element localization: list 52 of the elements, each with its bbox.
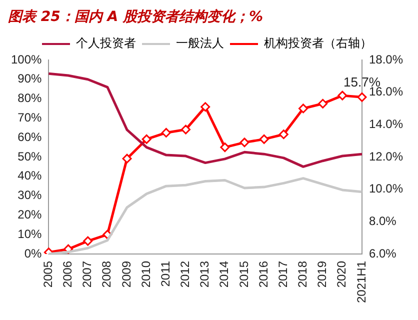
point [161, 128, 171, 138]
point [83, 236, 93, 246]
x-tick-label: 2014 [217, 260, 232, 288]
y-tick-label: 70% [18, 110, 42, 124]
y-tick-label: 50% [18, 149, 42, 164]
point [318, 98, 328, 108]
x-tick-label: 2011 [158, 260, 172, 287]
y-tick-label: 80% [18, 91, 42, 106]
y2-tick-label: 8.0% [368, 214, 397, 228]
point [122, 154, 132, 164]
point [259, 134, 269, 144]
x-tick-label: 2012 [178, 260, 192, 288]
x-tick-label: 2020 [334, 260, 349, 288]
point [200, 102, 210, 112]
x-tick-label: 2010 [138, 260, 153, 288]
point [142, 134, 152, 144]
y-tick-label: 60% [18, 130, 42, 144]
x-tick-label: 2015 [236, 260, 251, 288]
point [357, 92, 367, 102]
y-tick-label: 40% [18, 168, 42, 183]
y-tick-label: 90% [18, 72, 42, 86]
x-tick-label: 2007 [80, 260, 94, 288]
x-tick-label: 2006 [60, 260, 75, 288]
point [220, 142, 230, 152]
legend-label: 个人投资者 [76, 36, 136, 50]
point [298, 104, 308, 114]
legend-label: 一般法人 [176, 36, 224, 50]
point [278, 130, 288, 140]
y2-tick-label: 12.0% [368, 149, 404, 164]
x-tick-label: 2018 [296, 260, 310, 288]
x-tick-label: 2008 [100, 260, 114, 288]
x-tick-label: 2017 [276, 260, 290, 288]
y-tick-label: 0% [24, 246, 42, 260]
x-tick-label: 2013 [198, 260, 212, 288]
y-tick-label: 10% [18, 226, 42, 241]
y2-tick-label: 6.0% [368, 246, 397, 260]
x-tick-label: 2019 [315, 260, 330, 288]
x-tick-label: 2021H1 [354, 260, 368, 304]
x-tick-label: 2005 [41, 260, 56, 288]
x-tick-label: 2009 [119, 260, 134, 288]
y2-tick-label: 18.0% [368, 52, 404, 66]
point [181, 124, 191, 134]
legend-label: 机构投资者（右轴） [264, 36, 372, 50]
chart-title: 图表 25：国内 A 股投资者结构变化；% [8, 8, 264, 26]
point [240, 138, 250, 148]
x-tick-label: 2016 [256, 260, 270, 288]
y2-tick-label: 10.0% [368, 182, 404, 196]
point [338, 90, 348, 100]
y-tick-label: 20% [18, 207, 42, 222]
y2-tick-label: 14.0% [368, 116, 404, 131]
y-tick-label: 30% [18, 188, 42, 202]
y-tick-label: 100% [10, 52, 42, 66]
